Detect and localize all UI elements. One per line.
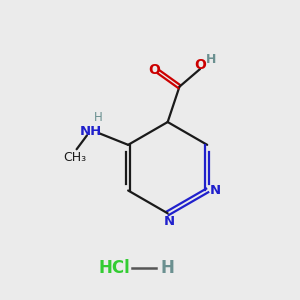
Text: NH: NH (80, 125, 103, 138)
Text: N: N (210, 184, 221, 197)
Text: O: O (148, 64, 160, 77)
Text: H: H (94, 111, 103, 124)
Text: O: O (195, 58, 207, 72)
Text: N: N (164, 215, 175, 228)
Text: H: H (206, 53, 216, 66)
Text: H: H (161, 259, 175, 277)
Text: HCl: HCl (99, 259, 130, 277)
Text: CH₃: CH₃ (64, 151, 87, 164)
